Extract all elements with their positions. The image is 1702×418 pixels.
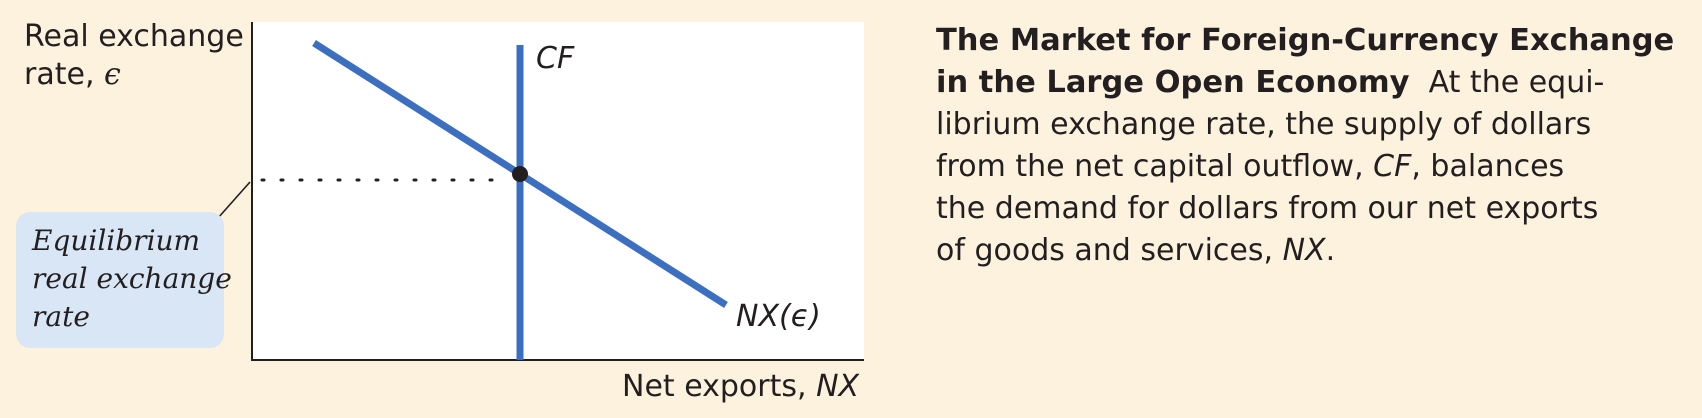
callout-leader-line bbox=[217, 181, 251, 219]
caption-line4-post: , balances bbox=[1411, 149, 1565, 184]
caption-title-line2: in the Large Open Economy bbox=[936, 65, 1410, 100]
caption-line4-pre: from the net capital outflow, bbox=[936, 149, 1374, 184]
x-axis-label: Net exports, NX bbox=[622, 368, 859, 406]
caption-line3: librium exchange rate, the supply of dol… bbox=[936, 107, 1592, 142]
callout-line: rate bbox=[32, 300, 90, 333]
caption-line6-pre: of goods and services, bbox=[936, 233, 1283, 268]
cf-curve-label: CF bbox=[536, 41, 575, 76]
caption-title-line1: The Market for Foreign-Currency Exchange bbox=[936, 23, 1675, 58]
y-axis-label-text: rate, bbox=[24, 57, 105, 92]
figure-caption: The Market for Foreign-Currency Exchange… bbox=[936, 20, 1696, 272]
y-axis-label-line2: rate, ϵ bbox=[24, 56, 244, 94]
exchange-market-diagram: CF NX(ϵ) bbox=[217, 22, 864, 361]
plot-area bbox=[252, 22, 864, 360]
equilibrium-point bbox=[512, 166, 528, 182]
caption-line2-rest: At the equi- bbox=[1409, 65, 1605, 100]
caption-line5: the demand for dollars from our net expo… bbox=[936, 191, 1599, 226]
caption-line6-ital: NX bbox=[1282, 233, 1326, 268]
caption-line4-ital: CF bbox=[1373, 149, 1412, 184]
nx-curve-label: NX(ϵ) bbox=[736, 299, 821, 334]
y-axis-label: Real exchange rate, ϵ bbox=[24, 18, 244, 94]
x-axis-label-text: Net exports, bbox=[622, 369, 817, 404]
y-axis-label-line1: Real exchange bbox=[24, 19, 244, 54]
caption-line2: in the Large Open Economy At the equi- bbox=[936, 62, 1696, 104]
caption-line4: from the net capital outflow, CF, balanc… bbox=[936, 146, 1696, 188]
x-axis-label-symbol: NX bbox=[816, 369, 860, 404]
caption-line6-post: . bbox=[1325, 233, 1336, 268]
callout-line: real exchange bbox=[32, 262, 232, 295]
equilibrium-callout: Equilibrium real exchange rate bbox=[16, 212, 232, 348]
callout-line: Equilibrium bbox=[32, 224, 201, 257]
epsilon-symbol: ϵ bbox=[104, 57, 121, 92]
caption-line6: of goods and services, NX. bbox=[936, 230, 1696, 272]
